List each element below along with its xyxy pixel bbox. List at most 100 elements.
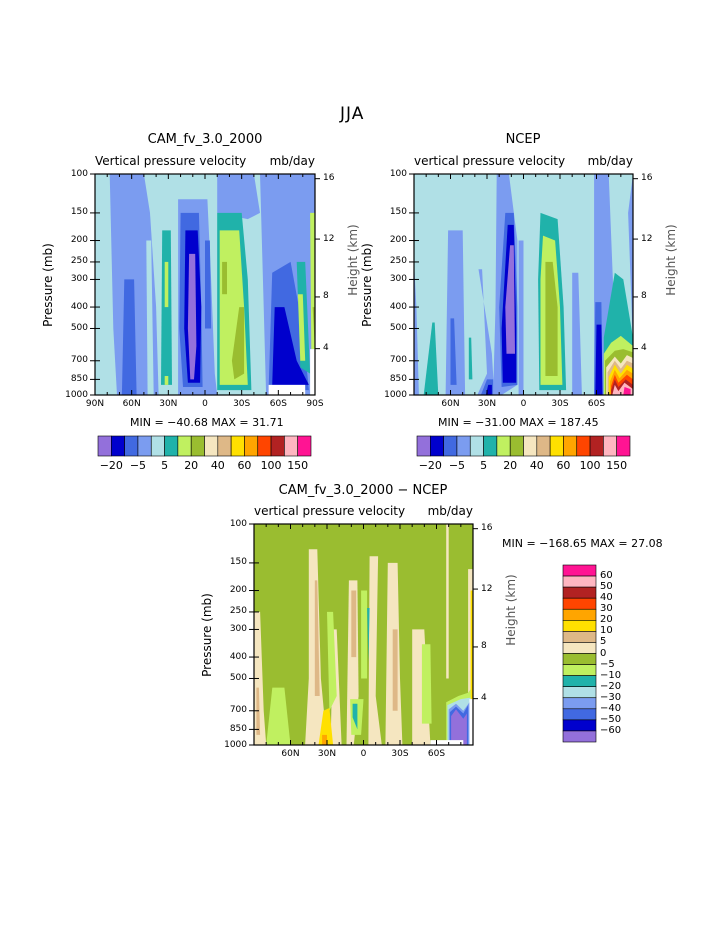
height-tick-label: 8 bbox=[641, 291, 647, 302]
contour-region bbox=[314, 580, 320, 696]
panel-subtitle-units: mb/day bbox=[427, 504, 473, 518]
height-tick-label: 16 bbox=[481, 523, 493, 534]
height-tick-label: 16 bbox=[323, 173, 335, 184]
colorbar-swatch bbox=[562, 653, 597, 665]
contour-region bbox=[545, 261, 558, 376]
colorbar-swatch bbox=[589, 435, 604, 457]
colorbar-swatch bbox=[443, 435, 458, 457]
x-tick-label: 30S bbox=[391, 749, 409, 759]
contour-region bbox=[392, 629, 398, 711]
contour-region bbox=[450, 318, 457, 385]
panel-subtitle-units: mb/day bbox=[587, 154, 633, 168]
y-tick-label: 250 bbox=[229, 606, 247, 617]
missing-data-region bbox=[430, 740, 464, 745]
contour-region bbox=[161, 230, 172, 385]
missing-data-region bbox=[469, 699, 473, 745]
y-tick-label: 850 bbox=[70, 373, 88, 384]
contour-region bbox=[477, 269, 495, 395]
height-tick-label: 4 bbox=[481, 693, 487, 704]
panel-subtitle-units: mb/day bbox=[269, 154, 315, 168]
colorbar-swatch bbox=[124, 435, 139, 457]
contour-region bbox=[595, 324, 603, 395]
colorbar-swatch bbox=[549, 435, 564, 457]
contour-region bbox=[231, 307, 245, 380]
contour-region bbox=[367, 608, 370, 662]
colorbar-swatch bbox=[430, 435, 444, 457]
y-tick-label: 400 bbox=[229, 651, 247, 662]
colorbar-label: 50 bbox=[600, 581, 613, 593]
panel-subtitle-left: vertical pressure velocity bbox=[254, 504, 406, 518]
y-tick-label: 300 bbox=[389, 273, 407, 284]
colorbar-swatch bbox=[562, 575, 597, 588]
colorbar-label: −30 bbox=[600, 691, 622, 703]
colorbar-label: 10 bbox=[600, 625, 613, 637]
y-tick-label: 700 bbox=[389, 355, 407, 366]
contour-region bbox=[368, 556, 382, 745]
colorbar-swatch bbox=[562, 708, 597, 721]
colorbar-swatch bbox=[496, 435, 511, 457]
colorbar-label: −5 bbox=[600, 658, 615, 670]
min-max-label: MIN = −31.00 MAX = 187.45 bbox=[438, 416, 599, 429]
contour-fills bbox=[414, 174, 633, 395]
colorbar-swatch bbox=[469, 435, 484, 457]
contour-region bbox=[187, 253, 197, 380]
contour-region bbox=[445, 230, 466, 395]
contour-region bbox=[470, 590, 473, 700]
colorbar-swatch bbox=[97, 435, 112, 457]
contour-region bbox=[146, 240, 154, 395]
colorbar-swatch bbox=[523, 435, 538, 457]
colorbar-swatch bbox=[217, 435, 232, 457]
colorbar-swatch bbox=[284, 435, 298, 457]
colorbar-swatch bbox=[562, 586, 597, 599]
contour-region bbox=[205, 240, 212, 329]
panel-subtitle-left: Vertical pressure velocity bbox=[95, 154, 247, 168]
y-tick-label: 1000 bbox=[65, 389, 88, 400]
colorbar-swatch bbox=[416, 435, 431, 457]
min-max-label: MIN = −168.65 MAX = 27.08 bbox=[502, 537, 663, 550]
colorbar-swatch bbox=[164, 435, 179, 457]
colorbar-swatch bbox=[562, 730, 597, 743]
contour-region bbox=[361, 590, 368, 679]
colorbar-label: 20 bbox=[503, 459, 518, 472]
contour-region bbox=[451, 709, 467, 745]
colorbar-label: −40 bbox=[600, 702, 622, 714]
colorbar-swatch bbox=[509, 435, 524, 457]
colorbar-swatch bbox=[562, 642, 597, 654]
colorbar-label: 30 bbox=[600, 603, 613, 615]
missing-data-region bbox=[310, 349, 315, 395]
contour-region bbox=[297, 294, 306, 361]
contour-panel-2 bbox=[249, 523, 478, 746]
contour-fills bbox=[95, 174, 315, 395]
y-tick-label: 150 bbox=[389, 207, 407, 218]
x-tick-label: 60S bbox=[587, 399, 606, 409]
colorbar-label: 40 bbox=[529, 459, 544, 472]
y-tick-label: 400 bbox=[70, 301, 88, 312]
panel-title: CAM_fv_3.0_2000 bbox=[147, 132, 263, 147]
height-axis-label: Height (km) bbox=[504, 573, 518, 646]
contour-region bbox=[164, 376, 169, 385]
colorbar-swatch bbox=[562, 719, 597, 732]
colorbar-label: −5 bbox=[448, 459, 466, 472]
contour-region bbox=[572, 272, 582, 395]
x-tick-label: 60N bbox=[281, 749, 300, 759]
contour-region bbox=[121, 279, 137, 395]
contour-region bbox=[518, 240, 524, 395]
contour-region bbox=[351, 590, 357, 658]
contour-region bbox=[217, 174, 260, 220]
colorbar-swatch bbox=[270, 435, 285, 457]
colorbar-label: 20 bbox=[184, 459, 199, 472]
height-axis-label: Height (km) bbox=[664, 223, 678, 296]
panel-title: NCEP bbox=[505, 132, 541, 147]
x-tick-label: 0 bbox=[202, 399, 208, 409]
contour-panel-0 bbox=[90, 173, 320, 396]
colorbar-label: 100 bbox=[260, 459, 282, 472]
y-tick-label: 150 bbox=[229, 557, 247, 568]
height-tick-label: 8 bbox=[481, 641, 487, 652]
colorbar-swatch bbox=[562, 675, 597, 687]
colorbar-swatch bbox=[297, 435, 312, 457]
x-tick-label: 30N bbox=[317, 749, 337, 759]
colorbar-swatch bbox=[483, 435, 498, 457]
colorbar-label: 20 bbox=[600, 614, 613, 626]
contour-region bbox=[352, 703, 358, 730]
contour-region bbox=[468, 337, 473, 380]
